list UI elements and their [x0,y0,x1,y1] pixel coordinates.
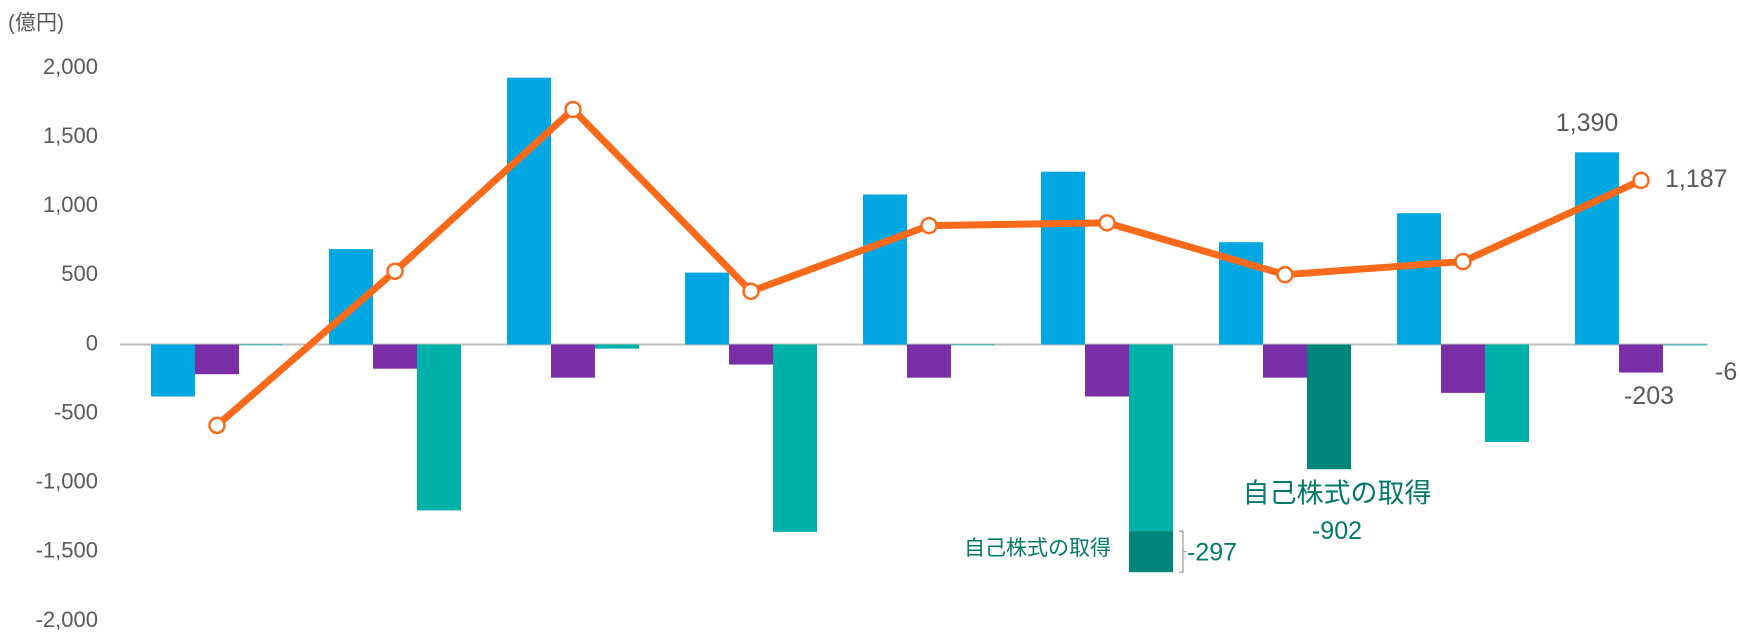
bracket [1179,530,1187,573]
line-marker [208,416,226,435]
data-label: -203 [1624,382,1674,410]
y-tick-label: 1,500 [43,123,98,148]
data-label: 1,390 [1556,109,1619,137]
line-marker [920,216,938,235]
stacked-bar [1129,531,1173,573]
bar [863,194,907,345]
y-tick-label: -1,500 [36,538,98,563]
data-label: -297 [1187,538,1237,566]
bar [595,344,639,349]
data-label: -902 [1312,517,1362,545]
line-marker [1632,171,1650,190]
annotation: 自己株式の取得 [964,537,1111,560]
annotation: 自己株式の取得 [1243,478,1432,508]
bar [1663,344,1707,346]
bar [195,344,239,375]
bar [951,344,995,346]
line-marker [564,100,582,119]
bar [1041,171,1085,345]
bar [1129,344,1173,532]
y-tick-label: -2,000 [36,607,98,632]
bar [685,272,729,345]
line-marker [742,282,760,301]
bar [239,344,283,346]
bar [1485,344,1529,442]
bar [1085,344,1129,397]
bar [729,344,773,365]
line-marker [1454,252,1472,271]
y-tick-label: 0 [86,330,98,355]
y-tick-label: 2,000 [43,54,98,79]
bar [773,344,817,532]
bar [1619,344,1663,373]
bar [1575,152,1619,345]
y-tick-label: 500 [61,261,98,286]
bar [551,344,595,378]
bar [373,344,417,369]
line-marker [1276,265,1294,284]
data-label: 1,187 [1665,165,1728,193]
y-tick-label: 1,000 [43,192,98,217]
y-tick-label: -500 [54,399,98,424]
line-marker [386,262,404,280]
bar [507,77,551,345]
y-axis-unit: (億円) [8,12,64,35]
data-label: -6 [1715,358,1737,386]
bar [1263,344,1307,378]
bar [1397,213,1441,345]
bar [417,344,461,511]
bar [1441,344,1485,393]
bar [151,344,195,397]
bar [907,344,951,378]
line-marker [1098,214,1116,232]
stacked-bar [1307,344,1351,470]
y-tick-label: -1,000 [36,469,98,494]
